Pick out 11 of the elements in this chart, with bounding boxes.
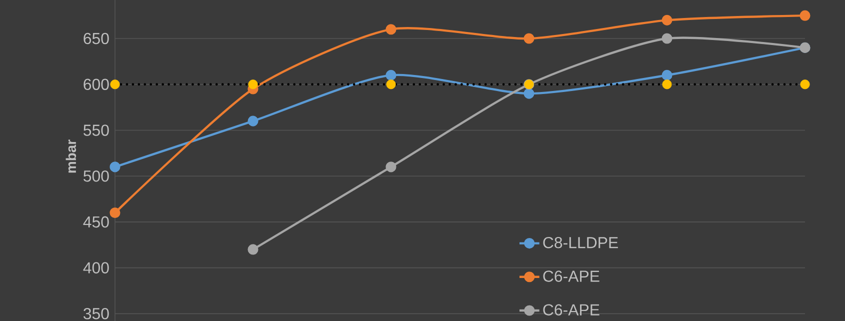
y-tick-label: 400 [83,262,109,274]
y-tick-label: 500 [84,170,109,182]
y-tick-label: 450 [83,216,109,228]
y-tick-label: 600 [84,78,109,90]
legend-label: C6-APE [543,304,600,316]
y-tick-label: 350 [84,308,109,320]
y-tick-label: 550 [84,124,109,136]
y-axis-title: mbar [66,140,76,173]
y-tick-label: 650 [84,32,109,44]
legend-label: C6-APE [543,270,600,282]
legend-label: C8-LLDPE [543,236,618,248]
